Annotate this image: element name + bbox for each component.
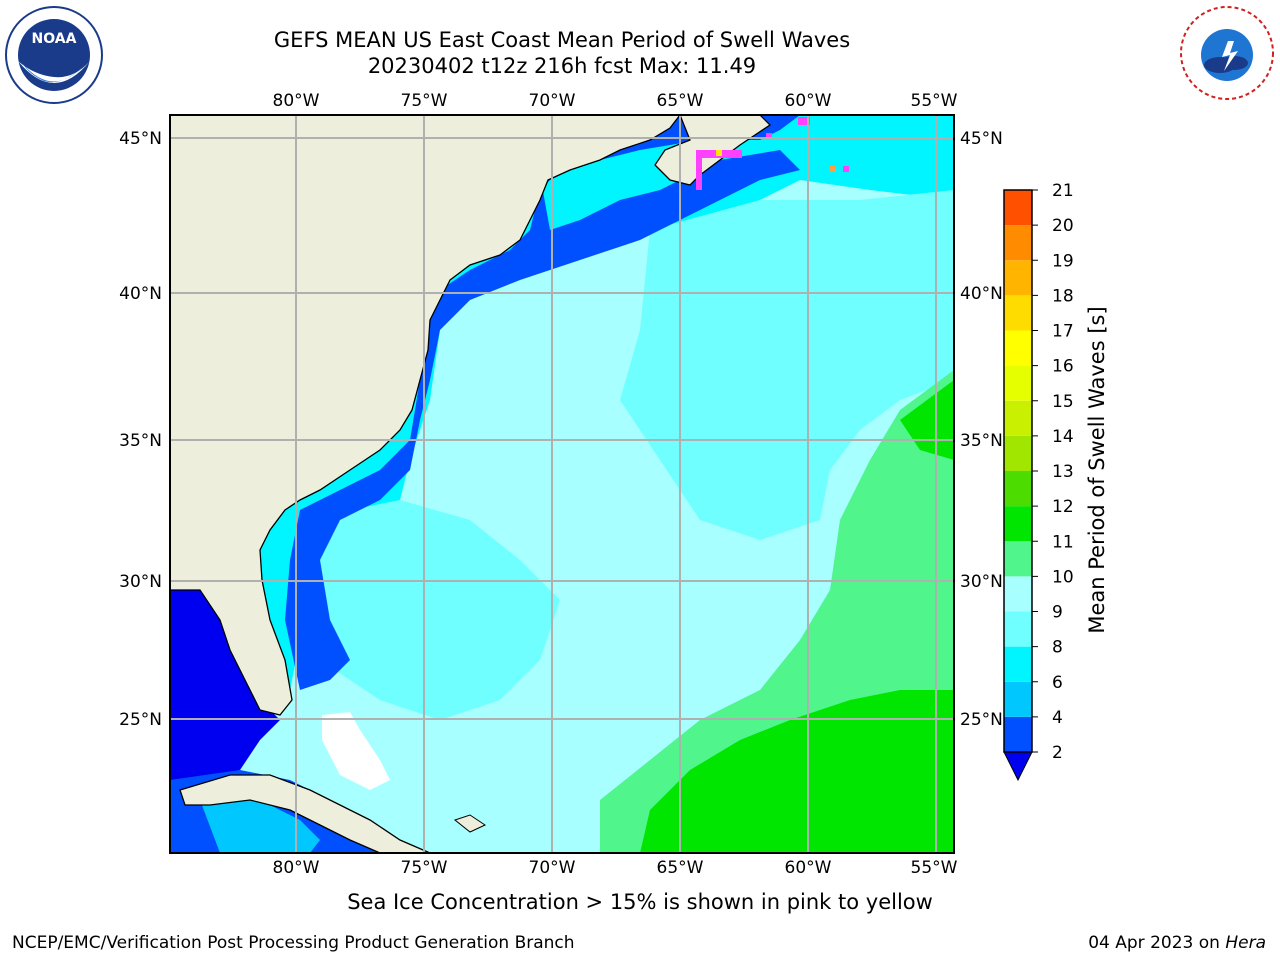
swell-band-under-2 [170,580,280,780]
lon-label-bottom: 65°W [657,858,704,878]
colorbar-label: Mean Period of Swell Waves [s] [1085,306,1109,634]
colorbar-segment [1004,330,1032,366]
colorbar-tick-label: 8 [1052,638,1063,658]
lon-label-bottom: 55°W [911,858,958,878]
colorbar-tick-label: 14 [1052,427,1074,447]
colorbar: 2 4 6 8 9 10 11 12 13 14 15 16 17 18 19 20 21 [1003,181,1074,782]
generation-date-text: 04 Apr 2023 [1088,933,1194,953]
map-frame [169,114,955,854]
colorbar-segment [1004,681,1032,717]
north-america-land [170,115,681,716]
colorbar-segment [1004,646,1032,682]
lon-label-top: 70°W [529,91,576,111]
lat-label-right: 35°N [960,431,1003,451]
lon-label-top: 55°W [911,91,958,111]
colorbar-segment [1004,400,1032,436]
lat-label-right: 30°N [960,572,1003,592]
colorbar-segment [1004,611,1032,647]
lat-label-left: 40°N [119,284,162,304]
colorbar-segment [1004,225,1032,261]
swell-band-8-9-south [300,500,560,720]
noaa-logo: NOAA [5,6,103,104]
colorbar-segment [1004,541,1032,577]
producer-credit: NCEP/EMC/Verification Post Processing Pr… [12,933,575,953]
colorbar-tick-label: 9 [1052,603,1063,623]
swell-band-8-9 [620,190,954,540]
hispaniola-land [453,814,487,833]
colorbar-segment [1004,295,1032,331]
cuba-land [179,774,431,853]
lat-label-right: 45°N [960,129,1003,149]
colorbar-tick-label: 13 [1052,462,1074,482]
swell-band-4-6-caribbean [200,800,320,853]
lon-label-top: 75°W [401,91,448,111]
lon-label-bottom: 60°W [785,858,832,878]
lat-label-right: 25°N [960,710,1003,730]
map-gridlines [170,115,954,853]
colorbar-tick-label: 19 [1052,251,1074,271]
lat-label-left: 35°N [119,431,162,451]
colorbar-segment [1004,190,1032,226]
lat-label-left: 25°N [119,710,162,730]
lon-label-bottom: 80°W [273,858,320,878]
colorbar-tick-label: 17 [1052,322,1074,342]
colorbar-segment [1004,576,1032,612]
noaa-logo-text: NOAA [32,31,77,47]
colorbar-segment [1004,365,1032,401]
generation-date: 04 Apr 2023 on Hera [1088,933,1266,953]
swell-band-2-4 [285,115,800,690]
colorbar-tick-label: 18 [1052,286,1074,306]
lat-label-left: 45°N [119,129,162,149]
lon-label-top: 80°W [273,91,320,111]
generation-on-text: on [1198,933,1220,953]
generation-machine: Hera [1225,933,1266,953]
colorbar-under-triangle [1003,751,1033,782]
colorbar-tick-label: 2 [1052,743,1063,763]
bahamas-bank [322,712,390,790]
colorbar-tick-label: 6 [1052,673,1063,693]
lon-label-top: 60°W [785,91,832,111]
lon-label-bottom: 70°W [529,858,576,878]
national-weather-service-logo [1180,6,1274,100]
colorbar-segment [1004,260,1032,296]
colorbar-tick-label: 21 [1052,181,1074,201]
forecast-subtitle: 20230402 t12z 216h fcst Max: 11.49 [367,54,757,78]
colorbar-segment [1004,471,1032,507]
lon-label-bottom: 75°W [401,858,448,878]
colorbar-segment [1004,435,1032,471]
lat-label-right: 40°N [960,284,1003,304]
sea-ice-note: Sea Ice Concentration > 15% is shown in … [347,890,933,914]
map-title: GEFS MEAN US East Coast Mean Period of S… [273,28,851,52]
colorbar-tick-label: 20 [1052,216,1074,236]
colorbar-segment [1004,716,1032,752]
lon-label-top: 65°W [657,91,704,111]
swell-band-10-11 [640,690,954,853]
colorbar-segment [1004,506,1032,542]
colorbar-tick-label: 10 [1052,567,1074,587]
colorbar-tick-label: 11 [1052,532,1074,552]
colorbar-tick-label: 15 [1052,392,1074,412]
colorbar-tick-label: 4 [1052,708,1063,728]
lat-label-left: 30°N [119,572,162,592]
colorbar-tick-label: 12 [1052,497,1074,517]
colorbar-tick-label: 16 [1052,357,1074,377]
